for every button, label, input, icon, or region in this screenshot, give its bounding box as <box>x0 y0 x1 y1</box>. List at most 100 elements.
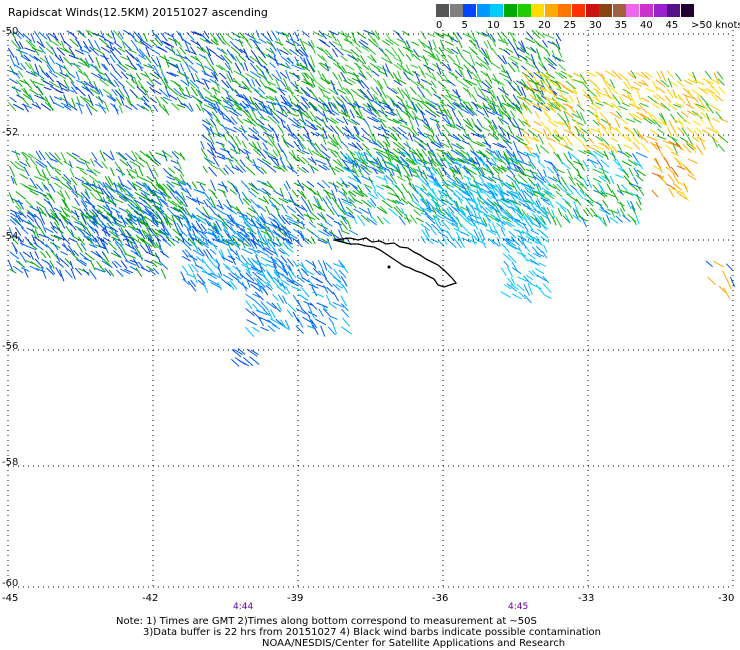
wind-barb <box>236 223 246 228</box>
wind-barb <box>360 55 367 65</box>
wind-barb <box>334 150 343 161</box>
wind-barb <box>203 55 212 67</box>
wind-barb <box>445 94 457 102</box>
wind-barb <box>185 195 198 203</box>
wind-barb <box>210 148 215 156</box>
wind-barb <box>230 53 237 62</box>
wind-barb <box>223 228 230 239</box>
wind-barb <box>197 246 205 257</box>
wind-barb <box>573 201 580 214</box>
wind-barb <box>233 230 243 241</box>
wind-barb <box>416 217 424 223</box>
wind-barb <box>630 200 636 211</box>
wind-barb <box>270 30 279 41</box>
wind-barb <box>207 273 217 280</box>
wind-barb <box>225 80 234 92</box>
wind-barb <box>415 189 424 201</box>
wind-barb <box>496 166 507 172</box>
wind-barb <box>317 104 326 112</box>
wind-barb <box>500 190 507 203</box>
wind-barb <box>336 96 344 104</box>
wind-barb <box>530 88 537 99</box>
wind-barb <box>89 88 100 95</box>
wind-barb <box>235 241 241 250</box>
wind-barb <box>59 257 70 268</box>
wind-barb <box>685 103 695 110</box>
wind-barb <box>76 242 84 253</box>
wind-barb <box>348 199 357 209</box>
wind-barb <box>423 124 432 132</box>
wind-barb <box>670 151 680 157</box>
wind-barb <box>84 188 90 199</box>
wind-barb <box>680 111 689 118</box>
wind-barb <box>277 294 285 304</box>
wind-barb <box>461 196 471 201</box>
wind-barb <box>282 266 289 277</box>
wind-barb <box>604 80 612 88</box>
wind-barb <box>40 267 47 279</box>
wind-barb <box>144 205 155 212</box>
wind-barb <box>568 94 574 103</box>
wind-barb <box>507 103 517 112</box>
wind-barb <box>510 193 517 204</box>
wind-barb <box>477 166 485 178</box>
wind-barb <box>238 127 247 133</box>
wind-barb <box>235 250 241 262</box>
wind-barb <box>168 185 176 194</box>
wind-barb <box>265 70 274 81</box>
wind-barb <box>292 228 304 237</box>
wind-barb <box>300 111 310 119</box>
wind-barb <box>341 104 347 116</box>
wind-barb <box>23 269 29 278</box>
wind-barb <box>265 95 275 102</box>
wind-barb <box>149 86 156 94</box>
wind-barb <box>201 47 211 56</box>
wind-barb <box>63 160 72 167</box>
wind-barb <box>116 63 127 73</box>
wind-barb <box>604 174 611 185</box>
wind-barb <box>583 94 595 102</box>
wind-barb <box>258 48 266 59</box>
wind-barb <box>644 71 653 78</box>
wind-barb <box>520 40 527 52</box>
wind-barb <box>196 41 204 51</box>
wind-barb <box>699 137 706 150</box>
wind-barb <box>151 30 158 39</box>
wind-barb <box>405 64 412 74</box>
scale-swatch <box>640 4 653 17</box>
wind-barb <box>504 110 512 119</box>
wind-barb <box>383 175 388 185</box>
wind-barb <box>336 38 343 49</box>
wind-barb <box>190 86 198 97</box>
wind-barb <box>702 88 714 94</box>
wind-barb <box>290 270 297 278</box>
wind-barb <box>85 86 95 97</box>
wind-barb <box>713 260 724 268</box>
wind-barb <box>88 81 99 92</box>
wind-barb <box>366 71 373 78</box>
wind-barb <box>301 30 310 38</box>
wind-barb <box>130 62 138 71</box>
wind-barb <box>424 228 430 238</box>
wind-barb <box>280 319 286 327</box>
wind-barb <box>380 57 393 65</box>
wind-barb <box>628 112 636 120</box>
wind-barb <box>276 270 281 279</box>
wind-barb <box>420 110 426 121</box>
wind-barb <box>328 41 336 48</box>
wind-barb <box>9 251 20 260</box>
wind-barb <box>523 294 532 304</box>
wind-barb <box>237 232 247 242</box>
wind-barb <box>332 62 342 70</box>
wind-barb <box>316 124 327 133</box>
wind-barb <box>76 258 87 267</box>
wind-barb <box>80 57 90 68</box>
wind-barb <box>108 230 118 238</box>
wind-barb <box>556 88 569 95</box>
wind-barb <box>124 152 135 162</box>
wind-barb <box>518 246 525 258</box>
wind-barb <box>562 189 571 196</box>
wind-barb <box>331 110 340 116</box>
wind-barb <box>245 278 251 288</box>
wind-barb <box>480 152 490 160</box>
